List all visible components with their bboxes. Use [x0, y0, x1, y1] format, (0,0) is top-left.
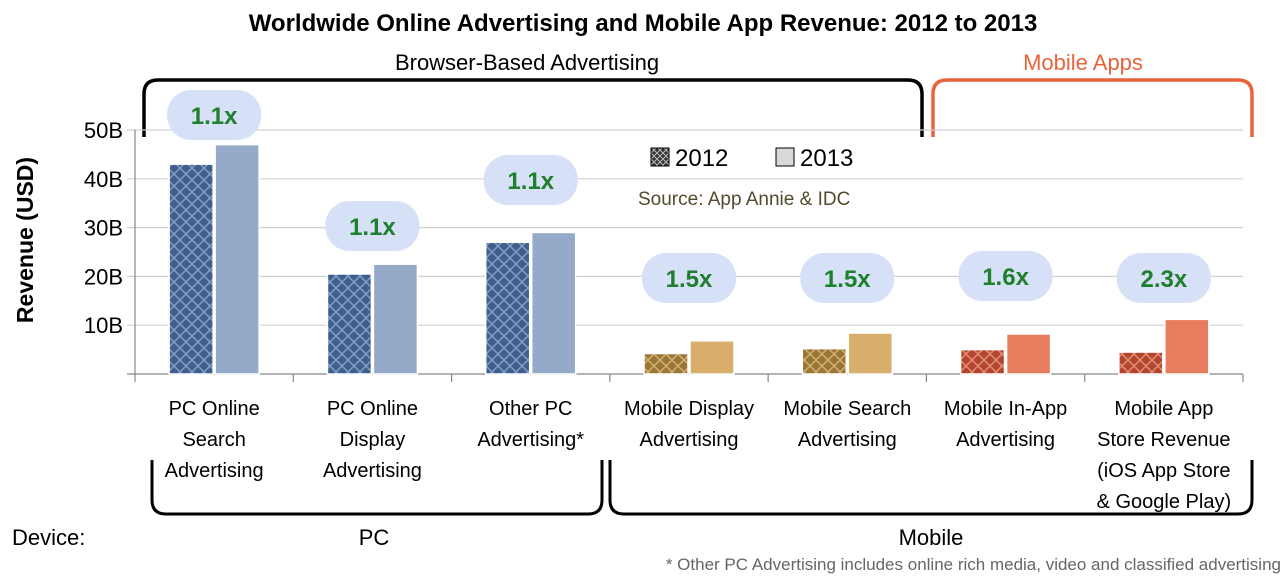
multiplier-bubble [483, 155, 578, 205]
category-labels: PC Online Search Advertising PC Online Displ… [165, 398, 1231, 513]
y-tick-label: 20B [84, 264, 123, 289]
category-label: Mobile Display [624, 398, 754, 420]
y-tick-label: 30B [84, 216, 123, 241]
category-label: Advertising* [477, 429, 584, 451]
category-label: PC Online [327, 398, 418, 420]
multiplier-badges: 1.1x 1.1x 1.1x 1.5x 1.5x 1.6x 2.3x [167, 90, 1211, 303]
bar-2012-6 [1118, 351, 1164, 375]
category-label: Other PC [489, 398, 572, 420]
bracket-device-mobile [608, 460, 1254, 516]
multiplier-badge: 1.5x [800, 253, 895, 303]
multiplier-label: 1.5x [666, 266, 713, 293]
bar-2013-3 [689, 340, 735, 375]
legend-label-2013: 2013 [800, 145, 853, 172]
category-label: Advertising [798, 429, 897, 451]
y-axis-ticks: 10B 20B 30B 40B 50B [84, 118, 123, 338]
device-label: Device: [12, 525, 85, 550]
multiplier-bubble [642, 253, 736, 303]
multiplier-badge: 1.6x [958, 251, 1053, 301]
multiplier-label: 2.3x [1140, 266, 1187, 293]
bars [168, 143, 1210, 375]
multiplier-bubble [800, 253, 895, 303]
bar-2012-4 [801, 347, 848, 375]
multiplier-bubble [1116, 253, 1211, 303]
multiplier-label: 1.5x [824, 266, 871, 293]
bar-2013-2 [530, 231, 577, 375]
y-tick-label: 40B [84, 167, 123, 192]
chart-title: Worldwide Online Advertising and Mobile … [249, 10, 1038, 37]
category-label: Mobile In-App [944, 398, 1067, 420]
multiplier-badge: 1.5x [642, 253, 736, 303]
multiplier-bubble [325, 201, 420, 251]
y-axis-label: Revenue (USD) [12, 157, 38, 323]
device-mobile: Mobile [899, 525, 964, 550]
multiplier-bubble [167, 90, 262, 140]
bar-2012-0 [168, 163, 214, 375]
category-label: PC Online [169, 398, 260, 420]
multiplier-badge: 1.1x [167, 90, 262, 140]
legend-swatch-2013 [775, 147, 795, 167]
group-label-browser: Browser-Based Advertising [395, 50, 659, 75]
bar-2013-0 [214, 143, 260, 375]
legend-label-2012: 2012 [675, 145, 728, 172]
legend-swatch-2012 [650, 147, 670, 167]
bar-2012-5 [959, 348, 1006, 375]
category-label: Mobile App [1114, 398, 1213, 420]
bar-2012-2 [484, 241, 531, 375]
multiplier-badge: 1.1x [483, 155, 578, 205]
bar-2013-4 [847, 332, 894, 375]
group-label-mobile-apps: Mobile Apps [1023, 50, 1143, 75]
category-label: Advertising [640, 429, 739, 451]
multiplier-label: 1.1x [191, 103, 238, 130]
category-label: Search [182, 429, 245, 451]
category-label: Mobile Search [783, 398, 911, 420]
multiplier-bubble [958, 251, 1053, 301]
footnote: * Other PC Advertising includes online r… [666, 555, 1281, 574]
bar-2013-1 [372, 263, 419, 375]
category-label: Advertising [323, 460, 422, 482]
bar-2013-5 [1005, 333, 1052, 375]
multiplier-badge: 2.3x [1116, 253, 1211, 303]
category-label: Display [340, 429, 406, 451]
category-label: (iOS App Store [1097, 460, 1230, 482]
bracket-device-pc [150, 460, 604, 516]
legend: 2012 2013 [650, 145, 853, 172]
category-label: Advertising [165, 460, 264, 482]
multiplier-badge: 1.1x [325, 201, 420, 251]
bracket-browser-based [142, 78, 924, 137]
bar-2013-6 [1164, 318, 1210, 375]
multiplier-label: 1.1x [507, 168, 554, 195]
multiplier-label: 1.1x [349, 214, 396, 241]
bracket-mobile-apps [931, 78, 1254, 137]
y-tick-label: 50B [84, 118, 123, 143]
category-label: Advertising [956, 429, 1055, 451]
device-pc: PC [359, 525, 390, 550]
bar-2012-1 [326, 273, 373, 375]
source-note: Source: App Annie & IDC [638, 189, 850, 210]
y-tick-label: 10B [84, 313, 123, 338]
multiplier-label: 1.6x [982, 264, 1029, 291]
category-label: & Google Play) [1097, 491, 1232, 513]
bar-2012-3 [643, 352, 689, 375]
category-label: Store Revenue [1097, 429, 1230, 451]
